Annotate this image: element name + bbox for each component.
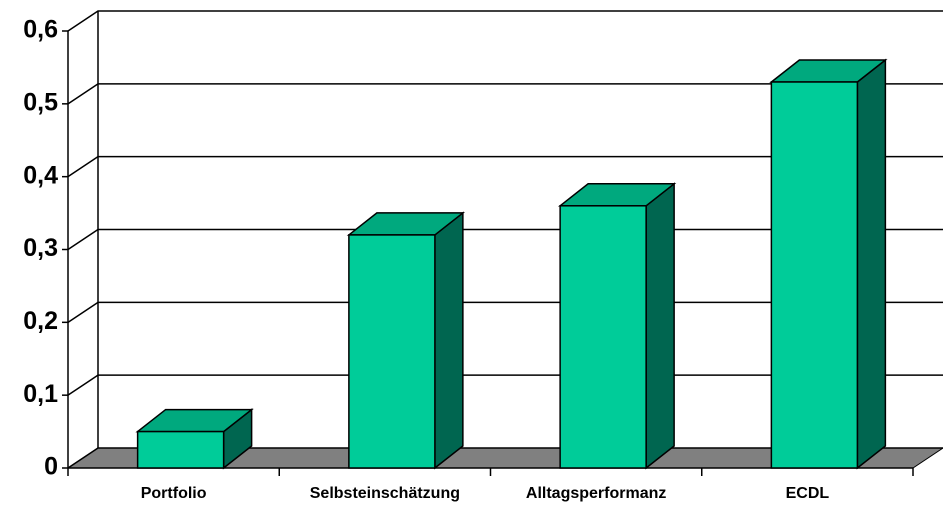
y-tick-label: 0 [44, 453, 58, 481]
y-tick-label: 0,6 [23, 16, 58, 44]
y-tick-label: 0,5 [23, 88, 58, 116]
x-tick-label: Selbsteinschätzung [310, 485, 460, 502]
grid-line [67, 10, 943, 32]
y-tick-label: 0,1 [23, 380, 58, 408]
bar [559, 205, 647, 469]
grid-line [67, 155, 943, 178]
bar [136, 430, 225, 469]
grid-line [67, 83, 943, 105]
bar [348, 234, 436, 469]
x-tick-label: Portfolio [141, 485, 207, 502]
bar [770, 81, 859, 469]
bar-side [434, 211, 464, 470]
y-tick-label: 0,3 [23, 234, 58, 262]
bar-side [856, 58, 887, 470]
bar-side [645, 182, 675, 470]
x-tick-label: ECDL [786, 485, 830, 502]
x-tick-label: Alltagsperformanz [526, 485, 666, 502]
y-tick-label: 0,4 [23, 161, 58, 189]
y-tick-label: 0,2 [23, 307, 58, 335]
